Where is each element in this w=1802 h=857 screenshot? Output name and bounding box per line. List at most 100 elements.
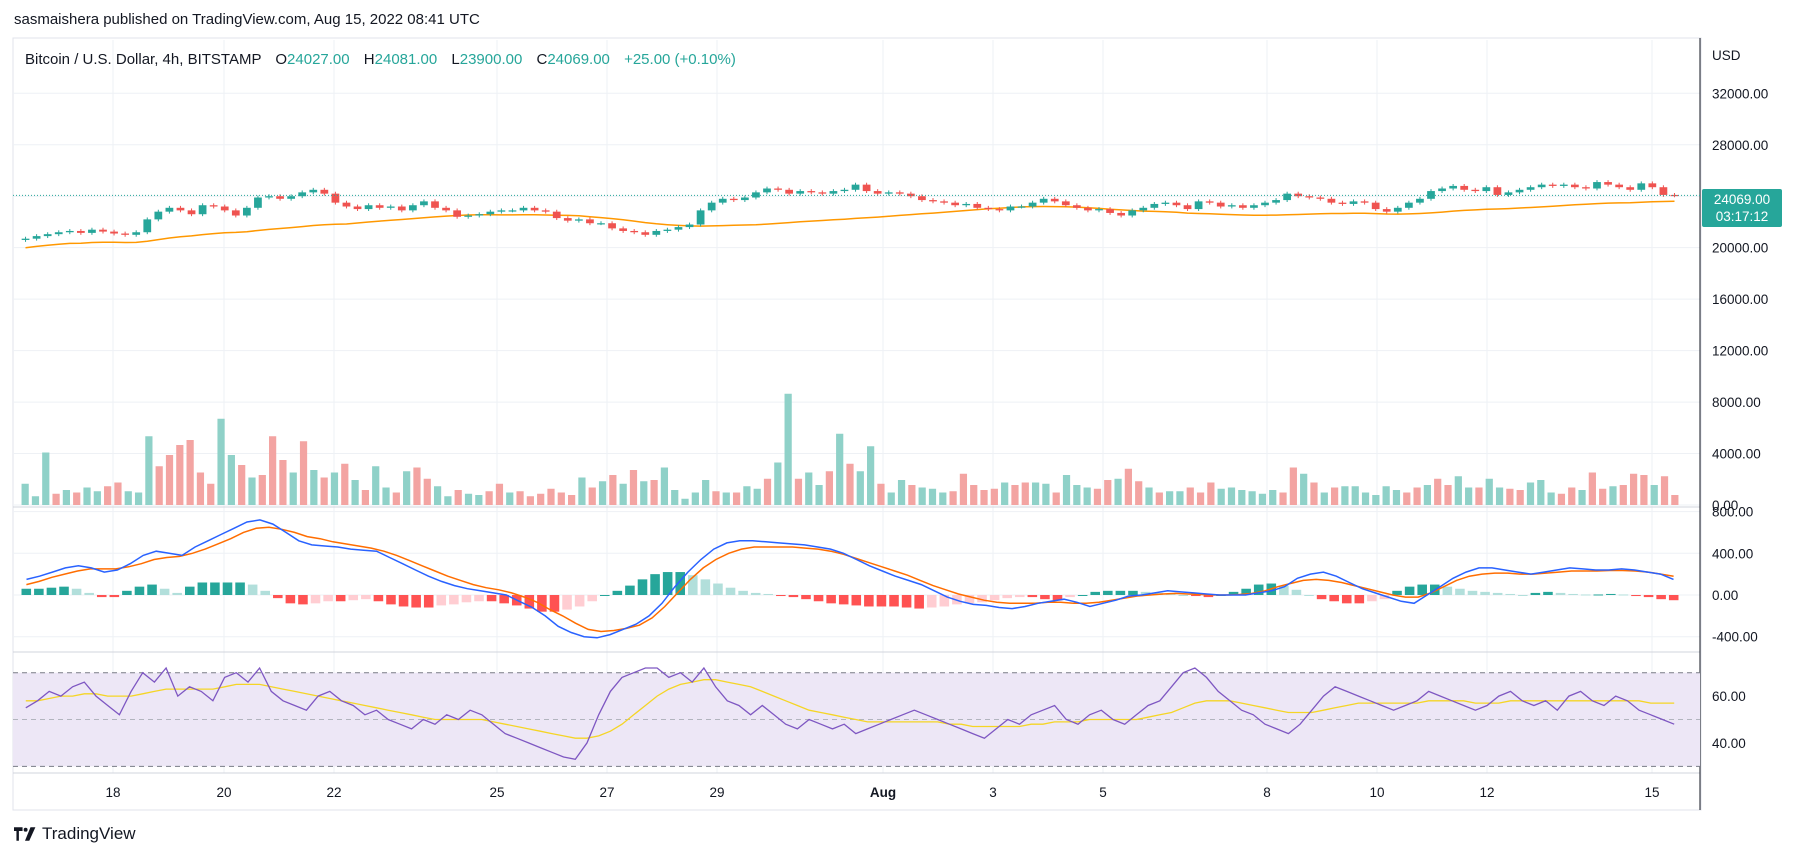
volume-bar [1135,481,1143,505]
macd-histogram-bar [675,572,686,595]
candle-body [707,202,716,211]
candle-body [1095,209,1103,211]
volume-bar [619,483,627,505]
volume-bar [1269,490,1277,505]
macd-tick-label: -400.00 [1712,630,1758,645]
volume-bar [124,491,132,505]
volume-bar [248,477,256,505]
candle-body [796,191,805,194]
volume-bar [196,472,205,505]
candle-body [32,236,41,239]
volume-bar [1423,485,1431,505]
candle-body [1427,191,1435,199]
volume-bar [176,445,184,505]
volume-bar [1279,492,1287,505]
candle-body [386,206,395,208]
volume-bar [299,441,308,505]
volume-bar [763,478,772,505]
bar-countdown: 03:17:12 [1716,209,1769,224]
volume-bar [660,467,669,505]
volume-bar [155,466,163,505]
volume-bar [1454,476,1462,505]
candle-body [154,211,163,220]
candle-body [519,207,528,211]
candle-body [1615,184,1624,188]
volume-bar [959,473,968,505]
macd-histogram-bar [46,587,57,595]
candle-body [1084,207,1092,211]
macd-histogram-bar [1014,595,1025,598]
candle-body [597,223,605,225]
volume-bar [1629,473,1638,505]
volume-bars [21,393,1679,505]
macd-tick-label: 0.00 [1712,588,1738,603]
volume-bar [1031,482,1040,505]
volume-bar [722,492,730,505]
volume-bar [1475,487,1483,505]
candle-body [785,189,794,194]
macd-histogram-bar [599,595,610,596]
price-tick-label: 4000.00 [1712,447,1761,462]
macd-histogram-bar [587,595,597,602]
volume-bar [743,486,751,505]
candle-body [774,188,782,190]
candle-body [1061,201,1070,206]
price-moving-average [25,200,1675,249]
candle-body [187,210,196,215]
volume-bar [83,487,91,505]
rsi-tick-label: 40.00 [1712,736,1746,751]
macd-histogram-bar [96,595,107,598]
candle-body [1283,193,1292,201]
macd-histogram-bar [335,595,346,602]
volume-bar [1361,492,1370,505]
macd-histogram-bar [84,592,94,595]
macd-histogram-bar [1631,595,1641,597]
candle-body [1183,205,1192,210]
volume-bar [1506,488,1514,505]
volume-bar [1145,487,1153,505]
candle-body [375,205,384,208]
macd-histogram-bar [34,588,44,595]
volume-bar [516,491,524,505]
candle-body [1006,206,1015,211]
volume-bar [320,477,328,505]
macd-histogram-bar [1580,594,1591,596]
volume-bar [1227,487,1236,505]
candle-body [453,210,462,217]
volume-bar [475,495,483,505]
macd-histogram-bar [1341,595,1352,604]
tradingview-logo[interactable]: TradingView [14,824,136,844]
volume-bar [506,492,514,505]
volume-bar [1537,480,1545,505]
candle-body [143,219,152,233]
currency-label: USD [1712,48,1741,63]
macd-histogram-bar [876,595,887,607]
candle-body [740,197,749,201]
candle-body [342,202,351,207]
macd-histogram-bar [461,595,472,603]
candle-body [364,205,373,210]
volume-bar [227,455,235,505]
volume-bar [495,483,504,505]
macd-histogram-bar [537,595,547,612]
rsi-tick-label: 60.00 [1712,689,1746,704]
macd-histogram-bar [1052,595,1063,601]
volume-bar [794,478,803,505]
macd-histogram-bar [1668,595,1679,601]
volume-bar [897,480,906,505]
macd-histogram-bar [386,595,396,605]
volume-bar [1083,487,1091,505]
legend-close-label: C [536,51,547,68]
macd-histogram-bar [864,595,874,607]
macd-histogram-bar [964,595,975,604]
volume-bar [1042,483,1050,505]
date-tick-label: 18 [105,785,120,800]
volume-bar [867,446,875,505]
volume-bar [815,485,823,505]
candle-body [1371,202,1380,210]
candle-body [198,205,207,215]
macd-histogram-bar [1178,595,1189,596]
volume-bar [361,490,370,505]
macd-histogram-bar [172,592,182,595]
